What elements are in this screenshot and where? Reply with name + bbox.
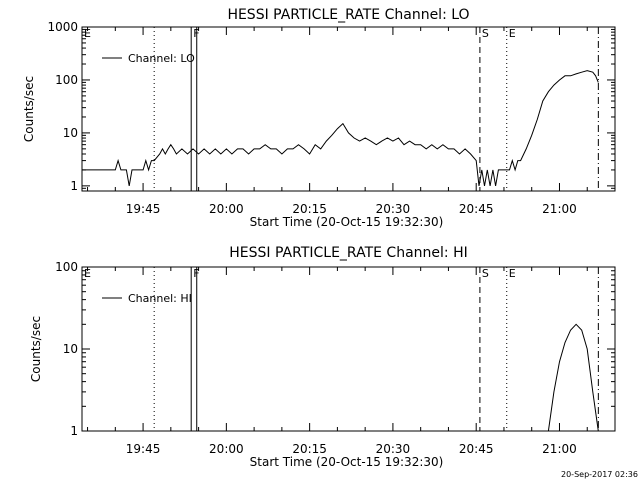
x-tick-label: 20:15 (292, 442, 327, 456)
footer-timestamp: 20-Sep-2017 02:36 (561, 470, 638, 479)
x-tick-label: 20:45 (459, 202, 494, 216)
legend-label: Channel: HI (128, 292, 192, 305)
event-marker-label: S (482, 27, 489, 40)
chart-title: HESSI PARTICLE_RATE Channel: HI (229, 245, 467, 261)
y-tick-label: 1000 (47, 20, 78, 34)
y-tick-label: 100 (55, 73, 78, 87)
x-tick-label: 19:45 (126, 442, 161, 456)
event-marker-label: E (84, 267, 91, 280)
event-marker-label: E (509, 27, 516, 40)
y-axis-label: Counts/sec (29, 316, 43, 382)
chart-panel-lo: HESSI PARTICLE_RATE Channel: LO 19:45 20:0… (22, 7, 616, 229)
series-line (82, 70, 599, 186)
event-marker-label: E (509, 267, 516, 280)
chart-panel-hi: HESSI PARTICLE_RATE Channel: HI 19:45 20:0… (29, 245, 616, 469)
event-marker-label: E (84, 27, 91, 40)
y-tick-label: 1 (70, 179, 78, 193)
y-tick-label: 100 (55, 260, 78, 274)
x-tick-label: 20:00 (209, 442, 244, 456)
x-axis-label: Start Time (20-Oct-15 19:32:30) (250, 455, 444, 469)
x-tick-label: 20:15 (292, 202, 327, 216)
x-tick-label: 19:45 (126, 202, 161, 216)
x-axis-label: Start Time (20-Oct-15 19:32:30) (250, 215, 444, 229)
plot-frame (81, 26, 616, 192)
x-tick-label: 20:00 (209, 202, 244, 216)
x-tick-label: 20:30 (376, 442, 411, 456)
y-tick-label: 10 (63, 126, 78, 140)
y-axis-label: Counts/sec (22, 76, 36, 142)
x-tick-label: 20:45 (459, 442, 494, 456)
x-tick-label: 21:00 (542, 442, 577, 456)
chart-legend: Channel: LO (102, 52, 195, 65)
chart-title: HESSI PARTICLE_RATE Channel: LO (227, 7, 469, 23)
event-marker-label: S (482, 267, 489, 280)
x-tick-label: 21:00 (542, 202, 577, 216)
legend-label: Channel: LO (128, 52, 195, 65)
x-tick-label: 20:30 (376, 202, 411, 216)
chart-legend: Channel: HI (102, 292, 192, 305)
series-line (547, 323, 599, 432)
y-tick-label: 10 (63, 342, 78, 356)
y-tick-label: 1 (70, 424, 78, 438)
